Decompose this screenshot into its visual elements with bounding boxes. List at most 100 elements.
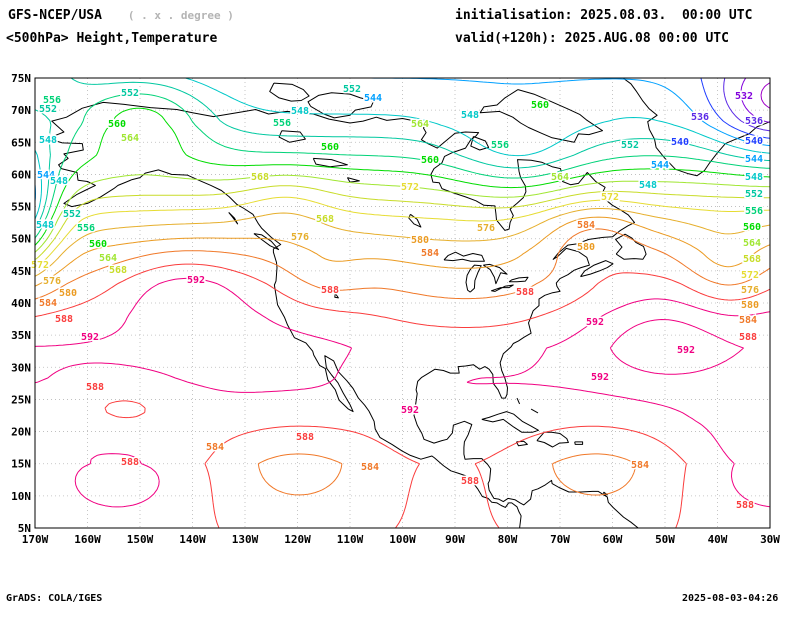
contour-label: 572 [31, 260, 49, 271]
coastline-path [334, 293, 339, 299]
contour-label: 588 [321, 285, 339, 296]
lon-tick-label: 40W [708, 533, 728, 546]
coastline-path [481, 411, 539, 433]
contour-label: 552 [745, 189, 763, 200]
contour-line-584 [34, 228, 771, 496]
contour-label: 592 [401, 405, 419, 416]
contour-label: 552 [343, 84, 361, 95]
contour-line-564 [34, 174, 771, 253]
lat-tick-label: 70N [11, 104, 31, 117]
contour-label: 580 [741, 300, 759, 311]
lat-tick-label: 50N [11, 233, 31, 246]
contour-label: 556 [43, 95, 61, 106]
contour-label: 568 [316, 214, 334, 225]
contour-label: 584 [577, 220, 595, 231]
contour-label: 588 [86, 382, 104, 393]
coastlines [45, 77, 771, 529]
contour-label: 548 [39, 135, 57, 146]
contour-label: 560 [108, 119, 126, 130]
map-frame [34, 77, 771, 529]
lon-tick-label: 80W [498, 533, 518, 546]
coastline-path [580, 260, 614, 278]
coastline-path [603, 491, 608, 496]
contour-label: 564 [743, 238, 761, 249]
contour-label: 576 [741, 285, 759, 296]
contour-label: 536 [691, 112, 709, 123]
lon-tick-label: 150W [127, 533, 154, 546]
contour-label: 580 [59, 288, 77, 299]
lat-tick-label: 30N [11, 361, 31, 374]
contour-label: 544 [37, 170, 55, 181]
coastline-path [515, 440, 528, 447]
contour-label: 560 [743, 222, 761, 233]
contour-label: 536 [745, 116, 763, 127]
coastline-path [470, 136, 490, 151]
lat-tick-label: 5N [18, 522, 31, 535]
contour-label: 580 [411, 235, 429, 246]
contour-label: 588 [55, 314, 73, 325]
lon-tick-label: 160W [74, 533, 101, 546]
contour-label: 560 [321, 142, 339, 153]
contour-label: 540 [671, 137, 689, 148]
resolution-note: ( . x . degree ) [127, 9, 234, 22]
contour-label: 568 [743, 254, 761, 265]
lat-tick-label: 15N [11, 458, 31, 471]
contour-label: 568 [109, 265, 127, 276]
lon-tick-label: 120W [284, 533, 311, 546]
lat-tick-label: 40N [11, 297, 31, 310]
contour-label: 564 [551, 172, 569, 183]
coastline-path [615, 233, 647, 260]
contour-label: 564 [121, 133, 139, 144]
contour-label: 584 [206, 442, 224, 453]
coastline-path [312, 157, 348, 168]
valid-time-label: valid(+120h): 2025.AUG.08 00:00 UTC [455, 31, 729, 46]
contour-label: 572 [601, 192, 619, 203]
coastline-path [536, 431, 569, 448]
creation-timestamp: 2025-08-03-04:26 [682, 593, 779, 604]
header-line-1: GFS-NCEP/USA ( . x . degree ) [8, 8, 234, 23]
contour-line-576 [34, 208, 771, 277]
contour-label: 588 [516, 287, 534, 298]
lat-lon-grid [34, 77, 771, 529]
contour-line-532 [740, 77, 771, 123]
contour-label: 588 [461, 476, 479, 487]
contour-line-588 [34, 263, 771, 529]
grads-credit: GrADS: COLA/IGES [6, 593, 103, 604]
contour-label: 576 [477, 223, 495, 234]
lat-tick-label: 25N [11, 393, 31, 406]
contour-label: 588 [296, 432, 314, 443]
contour-label: 564 [99, 253, 117, 264]
lon-tick-label: 90W [445, 533, 465, 546]
contour-label: 548 [36, 220, 54, 231]
contour-label: 592 [81, 332, 99, 343]
lon-tick-label: 70W [550, 533, 570, 546]
contour-label: 584 [39, 298, 57, 309]
coastline-path [508, 276, 529, 283]
contour-label: 560 [89, 239, 107, 250]
contour-label: 556 [745, 206, 763, 217]
lon-tick-label: 130W [232, 533, 259, 546]
contour-label: 592 [586, 317, 604, 328]
lat-tick-label: 10N [11, 490, 31, 503]
coastline-path [443, 251, 485, 262]
contour-line-560 [34, 107, 771, 246]
contour-label: 560 [531, 100, 549, 111]
contour-label: 576 [43, 276, 61, 287]
axis-labels: 75N 70N 65N 60N 55N 50N 45N 40N 35N 30N 25N 20N 15N 1… [11, 72, 780, 546]
contour-line-592 [34, 277, 771, 508]
contour-label: 588 [121, 457, 139, 468]
coastline-path [479, 89, 603, 143]
lon-tick-label: 110W [337, 533, 364, 546]
contour-label: 592 [187, 275, 205, 286]
contour-label: 544 [745, 154, 763, 165]
lat-tick-label: 60N [11, 168, 31, 181]
coastline-path [465, 264, 482, 293]
contour-label: 592 [677, 345, 695, 356]
contour-line-596 [609, 319, 744, 375]
contour-label: 560 [421, 155, 439, 166]
contour-line-556 [34, 93, 771, 239]
contour-line-572 [34, 196, 771, 269]
contour-label: 584 [361, 462, 379, 473]
contour-label: 568 [251, 172, 269, 183]
